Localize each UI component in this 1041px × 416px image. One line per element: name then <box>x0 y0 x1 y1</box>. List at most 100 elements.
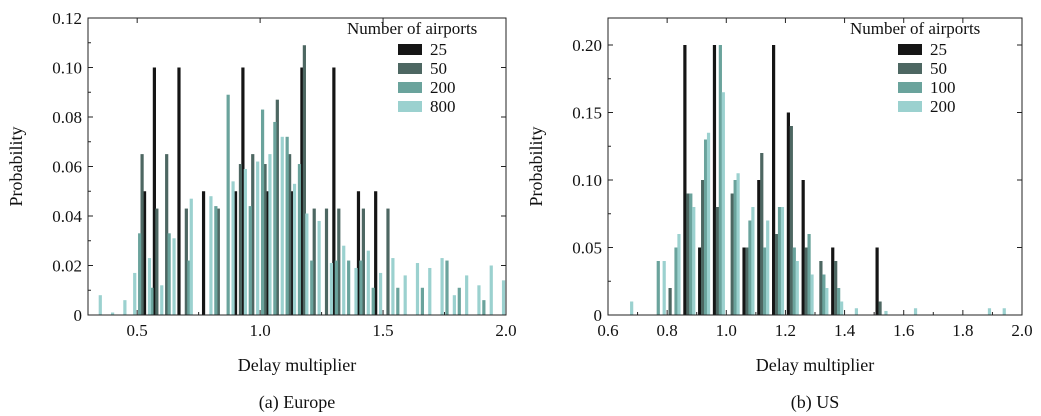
bar-series-200 <box>780 207 785 315</box>
bar-series-200 <box>248 206 252 315</box>
bar-series-100 <box>837 288 841 315</box>
bar-series-50 <box>275 99 279 316</box>
bar-series-800 <box>354 267 358 315</box>
x-axis-title: Delay multiplier <box>756 355 874 375</box>
bar-series-50 <box>184 208 188 315</box>
bar-series-25 <box>786 112 790 315</box>
bar-series-200 <box>150 287 154 315</box>
bar-series-200 <box>692 207 696 315</box>
bar-series-25 <box>290 191 294 315</box>
y-tick-label: 0.15 <box>572 104 602 123</box>
bar-series-800 <box>98 295 102 315</box>
bar-series-200 <box>226 94 230 315</box>
bar-series-200 <box>766 220 770 315</box>
bar-series-100 <box>763 247 767 315</box>
y-tick-label: 0 <box>74 306 83 325</box>
bar-series-25 <box>683 45 687 315</box>
x-tick-label: 0.8 <box>657 321 678 340</box>
bar-series-25 <box>742 247 746 315</box>
bar-series-25 <box>241 67 245 315</box>
chart-europe: 0 0.02 0.04 0.06 0.08 0.10 0.12 0.5 1.0 1.5 2.0 Del… <box>6 9 517 413</box>
bar-series-100 <box>718 45 722 315</box>
bar-series-25 <box>875 247 879 315</box>
bar-series-100 <box>674 247 678 315</box>
bar-series-50 <box>789 126 793 315</box>
legend-label-100: 100 <box>930 78 956 97</box>
bar-series-200 <box>795 261 799 315</box>
legend-swatch-100 <box>898 82 922 93</box>
bar-series-200 <box>214 206 218 315</box>
bar-series-200 <box>334 260 338 315</box>
bar-series-50 <box>745 247 749 315</box>
bar-series-50 <box>165 154 169 315</box>
bar-series-200 <box>420 287 424 315</box>
bar-series-800 <box>366 250 370 315</box>
bar-series-50 <box>760 153 764 315</box>
bar-series-25 <box>201 191 206 315</box>
chart-caption: (b) US <box>791 392 840 413</box>
bar-series-200 <box>297 164 302 315</box>
y-tick-label: 0.10 <box>52 59 82 78</box>
bar-series-800 <box>428 267 432 315</box>
bar-series-50 <box>361 208 365 315</box>
bar-series-100 <box>656 261 660 315</box>
y-axis-title: Probability <box>6 127 26 207</box>
bar-series-800 <box>147 258 152 315</box>
bar-series-800 <box>440 258 444 315</box>
bar-series-200 <box>260 109 265 315</box>
bar-series-25 <box>142 191 147 315</box>
x-tick-label: 1.6 <box>893 321 914 340</box>
bar-series-200 <box>371 287 375 315</box>
bar-series-50 <box>686 193 690 315</box>
bar-series-800 <box>172 238 176 315</box>
x-tick-label: 0.6 <box>597 321 618 340</box>
bar-series-800 <box>292 183 297 315</box>
y-tick-label: 0.05 <box>572 239 602 258</box>
bar-series-800 <box>465 275 469 315</box>
bar-series-25 <box>757 180 761 315</box>
x-tick-label: 1.2 <box>775 321 796 340</box>
bar-series-200 <box>359 260 363 315</box>
y-tick-label: 0.12 <box>52 9 82 28</box>
bar-series-50 <box>804 247 808 315</box>
bar-series-50 <box>774 234 779 315</box>
legend-swatch-200 <box>398 82 422 93</box>
bar-series-800 <box>501 280 506 315</box>
bar-series-800 <box>305 213 309 315</box>
bar-series-25 <box>265 191 270 315</box>
bar-series-200 <box>913 308 918 315</box>
bar-series-200 <box>187 260 191 315</box>
y-tick-label: 0.10 <box>572 171 602 190</box>
bar-series-800 <box>342 245 346 315</box>
legend-label-800: 800 <box>430 97 456 116</box>
x-tick-label: 1.0 <box>716 321 737 340</box>
bar-series-800 <box>189 198 193 315</box>
x-tick-label: 2.0 <box>1011 321 1032 340</box>
bar-series-800 <box>160 285 164 315</box>
y-tick-label: 0.06 <box>52 158 82 177</box>
bar-series-800 <box>415 263 420 315</box>
bar-series-200 <box>706 132 711 315</box>
bar-series-200 <box>810 274 814 315</box>
bar-series-800 <box>452 295 456 315</box>
bar-series-50 <box>819 261 823 315</box>
bar-series-50 <box>878 301 882 315</box>
bar-series-800 <box>403 275 407 315</box>
bar-series-200 <box>825 288 829 315</box>
bar-series-50 <box>288 154 292 315</box>
bar-series-200 <box>1002 308 1006 315</box>
y-tick-label: 0.08 <box>52 108 82 127</box>
bar-series-100 <box>748 220 752 315</box>
y-tick-label: 0 <box>594 306 603 325</box>
bar-series-800 <box>477 285 481 315</box>
bar-series-200 <box>273 121 277 315</box>
bar-series-50 <box>701 180 705 315</box>
bar-series-200 <box>457 287 461 315</box>
bar-series-200 <box>854 308 858 315</box>
bar-series-50 <box>312 208 316 315</box>
bar-series-50 <box>337 208 341 315</box>
legend-label-200: 200 <box>930 97 956 116</box>
